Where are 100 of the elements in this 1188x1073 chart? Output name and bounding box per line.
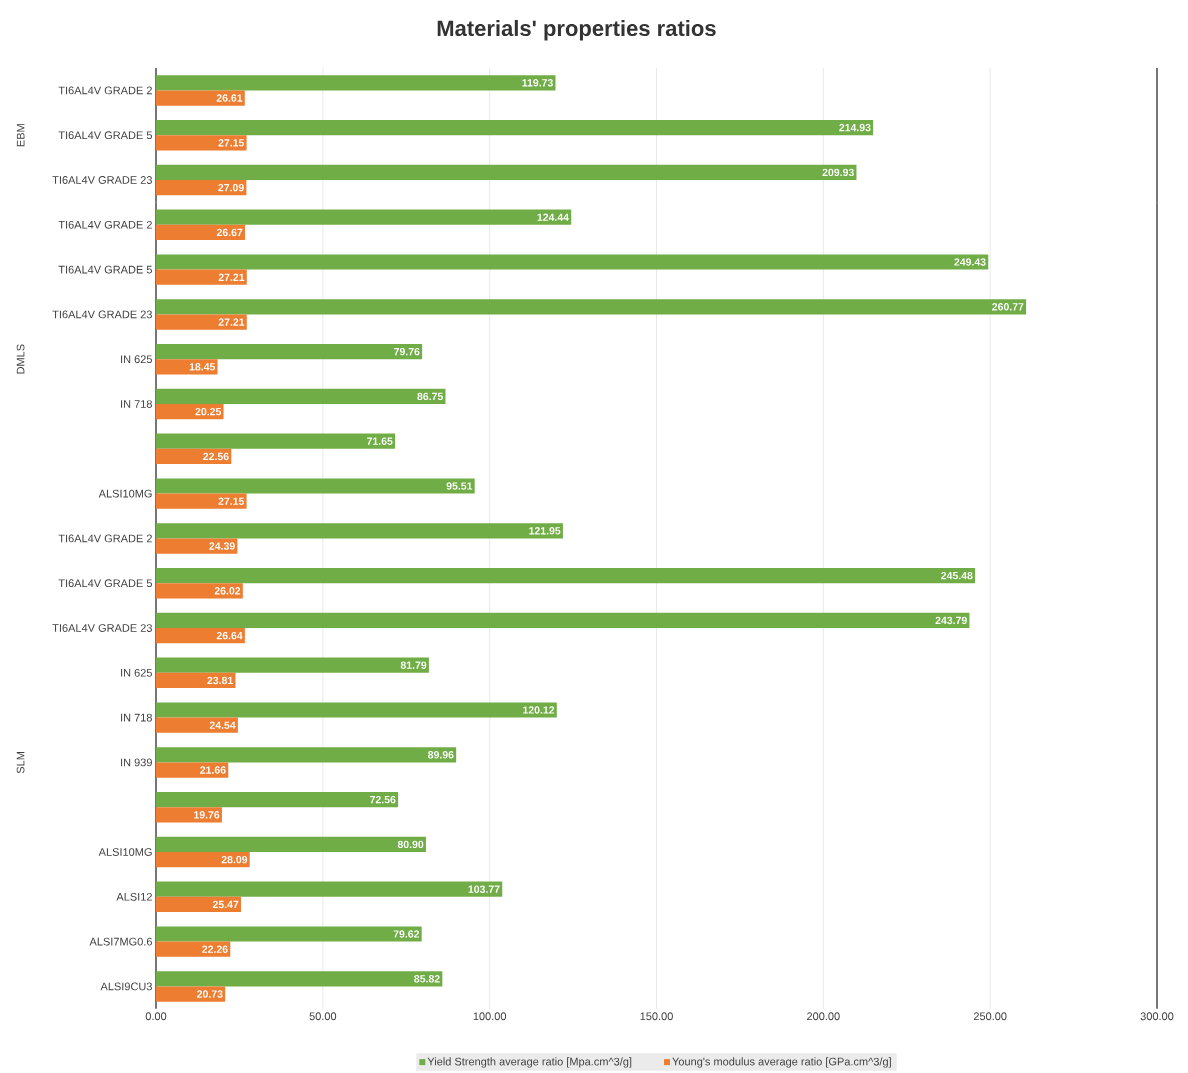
bar [156, 538, 238, 554]
data-label: 27.21 [218, 318, 245, 326]
x-tick-label: 300.00 [1140, 1012, 1174, 1021]
data-label: 243.79 [935, 616, 967, 625]
x-tick-label: 250.00 [973, 1012, 1007, 1021]
bar [156, 180, 247, 196]
bar [156, 881, 503, 897]
bar [156, 791, 399, 808]
bar [156, 702, 557, 718]
bar [156, 388, 446, 405]
data-label: 95.51 [446, 482, 473, 490]
bar [156, 90, 245, 106]
bar [156, 269, 247, 285]
x-tick-label: 200.00 [807, 1012, 840, 1021]
data-label: 22.56 [203, 452, 229, 461]
bar [156, 164, 857, 180]
bar [156, 612, 970, 629]
data-label: 214.93 [839, 123, 871, 132]
data-label: 124.44 [537, 213, 569, 221]
bar [156, 657, 429, 673]
y-tick-label: IN 939 [121, 758, 152, 767]
data-label: 120.12 [523, 706, 555, 714]
bar [156, 135, 247, 151]
bar [156, 852, 250, 868]
y-axis-title: SLM [16, 752, 25, 774]
y-tick-label: TI6AL4V GRADE 2 [58, 86, 152, 95]
data-label: 18.45 [189, 363, 216, 371]
data-label: 71.65 [367, 437, 393, 445]
bar [156, 314, 247, 330]
data-label: 21.66 [200, 766, 226, 774]
x-tick-label: 0.00 [145, 1012, 167, 1021]
legend-label: Young's modulus average ratio [GPa.cm^3/g] [672, 1057, 891, 1068]
data-label: 27.15 [218, 139, 245, 147]
data-label: 89.96 [428, 751, 454, 759]
data-label: 19.76 [194, 811, 220, 819]
bar [156, 254, 989, 270]
data-label: 245.48 [941, 571, 973, 580]
y-tick-label: TI6AL4V GRADE 23 [52, 624, 152, 632]
bar [156, 359, 218, 375]
data-label: 86.75 [417, 392, 443, 401]
chart-title: Materials' properties ratios [437, 19, 716, 41]
bar [156, 583, 243, 599]
bar [156, 75, 556, 91]
y-tick-label: ALSI9CU3 [100, 982, 152, 991]
bar [156, 523, 563, 539]
data-label: 85.82 [414, 975, 440, 983]
data-label: 24.39 [209, 542, 235, 550]
bar [156, 224, 245, 241]
y-tick-label: ALSI10MG [98, 489, 152, 498]
bar [156, 672, 236, 689]
bar [156, 926, 422, 942]
bar [156, 433, 396, 449]
bar [156, 807, 222, 823]
data-label: 81.79 [400, 661, 427, 669]
y-tick-label: ALSI10MG [98, 848, 152, 856]
legend-label: Yield Strength average ratio [Mpa.cm^3/g] [427, 1057, 632, 1068]
x-tick-label: 50.00 [309, 1012, 337, 1021]
y-tick-label: ALSI7MG0.6 [89, 937, 152, 946]
data-label: 27.15 [218, 497, 245, 505]
bar [156, 119, 874, 136]
data-label: 79.62 [393, 930, 420, 938]
data-label: 119.73 [522, 79, 553, 87]
y-tick-label: IN 718 [121, 400, 152, 408]
bar [156, 941, 231, 957]
y-tick-label: TI6AL4V GRADE 23 [52, 310, 152, 319]
y-tick-label: TI6AL4V GRADE 2 [58, 220, 152, 229]
data-label: 26.61 [216, 94, 243, 102]
bar [156, 448, 232, 465]
bar [156, 209, 572, 225]
data-label: 72.56 [370, 795, 396, 804]
bar [156, 986, 226, 1002]
data-label: 26.02 [214, 587, 241, 595]
x-tick-label: 150.00 [640, 1012, 673, 1021]
bar [156, 493, 247, 509]
bar [156, 762, 229, 778]
data-label: 121.95 [529, 527, 561, 535]
data-label: 26.67 [216, 228, 243, 237]
data-label: 26.64 [216, 631, 243, 640]
bar [156, 896, 241, 913]
y-tick-label: IN 718 [121, 713, 152, 722]
x-tick-label: 100.00 [473, 1012, 507, 1021]
bar [156, 343, 423, 360]
data-label: 103.77 [468, 885, 500, 893]
y-tick-label: TI6AL4V GRADE 2 [58, 534, 152, 543]
y-axis-title: EBM [16, 124, 25, 147]
data-label: 24.54 [209, 721, 236, 729]
bar [156, 404, 224, 420]
data-label: 23.81 [207, 676, 233, 685]
data-label: 209.93 [822, 168, 854, 177]
data-label: 260.77 [992, 303, 1024, 311]
bar [156, 836, 426, 853]
y-tick-label: TI6AL4V GRADE 5 [58, 579, 152, 588]
bar [156, 747, 457, 763]
bar [156, 299, 1027, 315]
y-tick-label: TI6AL4V GRADE 5 [58, 265, 152, 274]
y-tick-label: TI6AL4V GRADE 23 [52, 176, 152, 184]
data-label: 27.09 [218, 183, 244, 192]
y-tick-label: IN 625 [121, 668, 152, 677]
bar [156, 567, 976, 584]
data-label: 79.76 [394, 347, 420, 356]
